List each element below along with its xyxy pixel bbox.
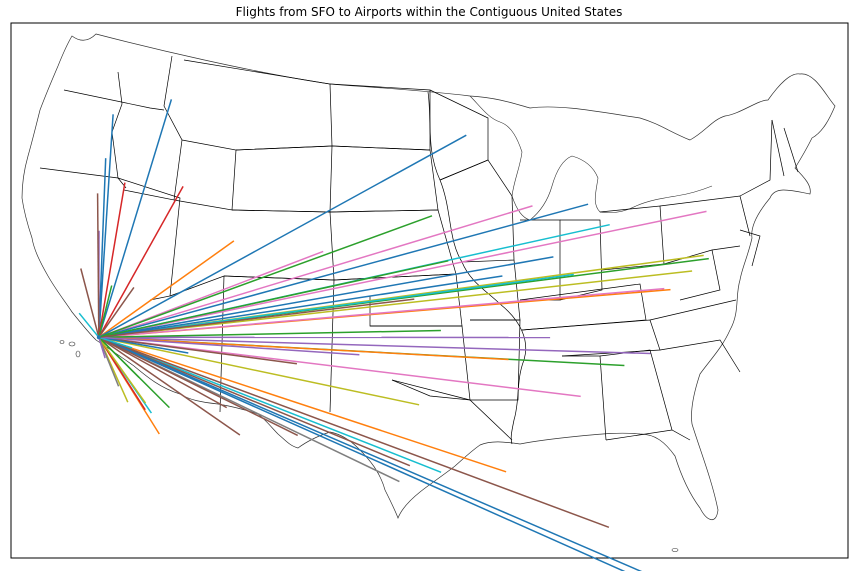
flight-route [78,312,100,338]
flight-route [98,329,441,339]
map-frame [10,22,849,559]
flight-route [98,336,509,361]
flight-route [98,336,442,473]
flight-route [98,336,581,398]
sfo-origin-marker [96,335,101,340]
flight-route [98,336,360,356]
flight-route [98,336,228,409]
flight-route [98,285,113,338]
flight-route [98,134,467,338]
flight-route [98,336,507,473]
flight-route [98,210,707,339]
state-borders [39,55,799,441]
flight-route [98,158,107,338]
flight-route [98,286,135,338]
flight-route [98,205,533,339]
flight-route [98,336,140,379]
flight-route [98,240,235,338]
flight-route [98,260,449,339]
flight-route [98,203,589,339]
flight-route [98,182,126,338]
great-lakes [469,95,713,221]
flight-route [98,256,554,339]
map-title: Flights from SFO to Airports within the … [235,5,623,19]
flight-route [98,215,433,339]
flight-route [98,337,106,359]
flight-route [98,336,626,571]
flight-routes [78,99,709,571]
flight-route [98,336,651,355]
flight-route [98,275,503,339]
flight-route [96,193,100,338]
flight-route [98,336,643,571]
flight-route [98,114,114,338]
flight-route [98,336,297,365]
us-coastline [21,33,836,520]
flight-route [98,99,173,338]
flight-route [98,336,411,467]
flight-route [98,336,147,404]
flight-route [98,186,184,338]
channel-islands [59,340,679,552]
flight-route [98,336,241,436]
flight-route [98,336,299,437]
mississippi-river [427,91,527,445]
flight-route [98,287,665,339]
flight-route [98,336,189,354]
flight-route [98,336,610,529]
flight-route [98,336,420,406]
flight-route [98,270,693,339]
flight-route [80,268,100,338]
flight-route [98,337,120,387]
flight-route [98,336,133,349]
flight-route [98,273,574,339]
flight-route [98,298,415,339]
